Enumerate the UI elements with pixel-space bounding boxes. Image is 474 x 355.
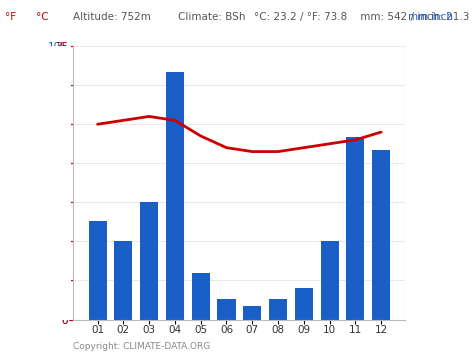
Bar bbox=[140, 202, 158, 320]
Bar bbox=[346, 137, 365, 320]
Text: Altitude: 752m: Altitude: 752m bbox=[73, 12, 151, 22]
Bar bbox=[295, 288, 313, 320]
Bar bbox=[191, 273, 210, 320]
Text: Climate: BSh: Climate: BSh bbox=[178, 12, 245, 22]
Text: Copyright: CLIMATE-DATA.ORG: Copyright: CLIMATE-DATA.ORG bbox=[73, 343, 211, 351]
Bar bbox=[89, 220, 107, 320]
Bar bbox=[269, 299, 287, 320]
Bar bbox=[320, 241, 338, 320]
Bar bbox=[243, 306, 261, 320]
Text: °C: °C bbox=[36, 12, 48, 22]
Text: °F: °F bbox=[5, 12, 16, 22]
Bar bbox=[218, 299, 236, 320]
Text: mm: mm bbox=[408, 12, 428, 22]
Text: °C: 23.2 / °F: 73.8    mm: 542 / inch: 21.3: °C: 23.2 / °F: 73.8 mm: 542 / inch: 21.3 bbox=[254, 12, 469, 22]
Bar bbox=[114, 241, 132, 320]
Text: inch: inch bbox=[431, 12, 453, 22]
Bar bbox=[166, 72, 184, 320]
Bar bbox=[372, 150, 390, 320]
